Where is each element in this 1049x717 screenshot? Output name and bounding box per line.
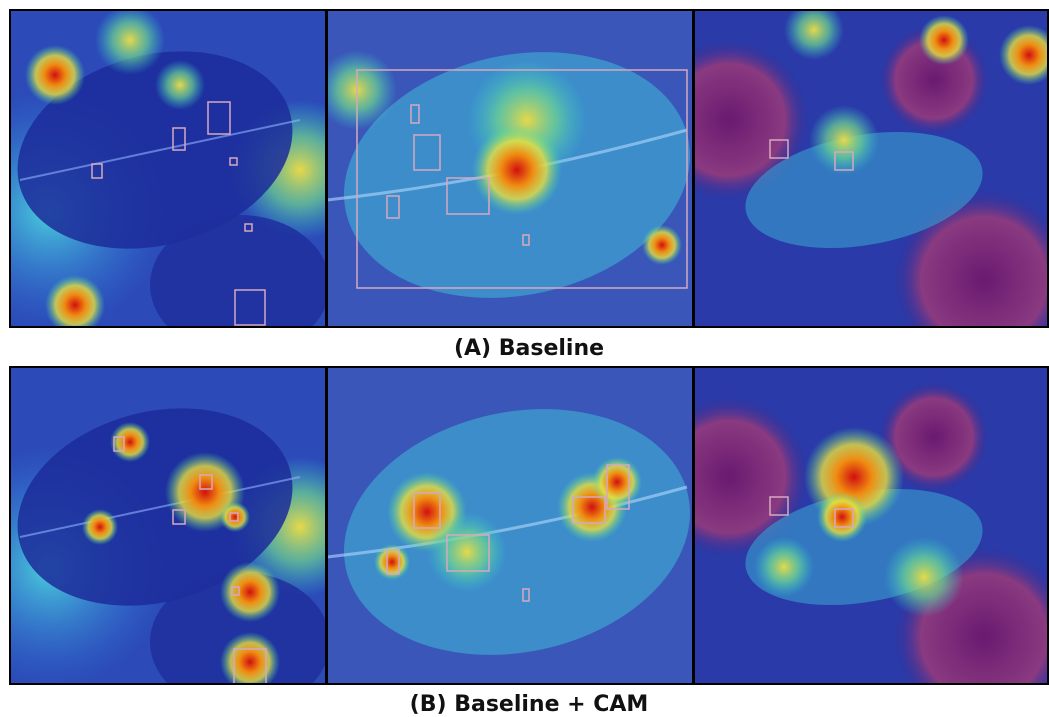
panel-b2 [321, 367, 713, 687]
panel-b1 [0, 367, 370, 712]
panel-a1 [0, 5, 370, 355]
panel-a3 [649, 0, 1049, 370]
panel-a2 [317, 10, 713, 330]
panel-b3 [649, 367, 1049, 717]
figure: (A) Baseline (B) Baseline + CAM [0, 0, 1049, 717]
caption: (B) Baseline + CAM [410, 692, 649, 717]
caption: (A) Baseline [454, 336, 604, 361]
